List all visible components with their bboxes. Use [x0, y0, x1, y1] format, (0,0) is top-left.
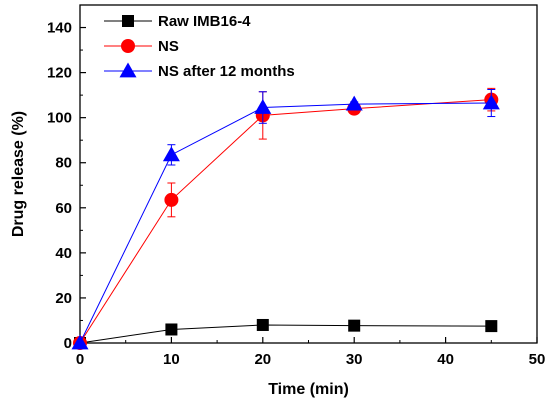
data-point	[164, 192, 179, 207]
data-point	[256, 318, 269, 331]
x-tick-label: 50	[529, 351, 546, 368]
series-2	[71, 89, 500, 350]
x-tick-label: 40	[437, 351, 454, 368]
y-axis-ticks: 0 20 40 60 80 100 120 140	[47, 20, 86, 352]
data-point	[162, 146, 180, 162]
y-tick-label: 120	[47, 65, 72, 82]
legend: Raw IMB16-4 NS NS after 12 months	[104, 13, 295, 80]
plot-border	[79, 4, 538, 344]
legend-label: NS	[158, 38, 179, 55]
y-tick-label: 80	[55, 155, 72, 172]
data-point	[485, 320, 498, 333]
y-tick-label: 100	[47, 110, 72, 127]
x-axis-ticks: 0 10 20 30 40 50	[76, 337, 546, 368]
series-line	[79, 324, 492, 344]
y-tick-label: 40	[55, 245, 72, 262]
data-point	[71, 334, 89, 350]
y-tick-label: 0	[64, 335, 72, 352]
data-point	[482, 94, 500, 110]
series-1	[73, 87, 499, 350]
data-point	[345, 95, 363, 111]
legend-label: Raw IMB16-4	[158, 13, 251, 30]
legend-marker	[121, 39, 135, 53]
y-axis-title: Drug release (%)	[10, 111, 27, 237]
y-tick-label: 60	[55, 200, 72, 217]
legend-marker	[122, 15, 134, 27]
plot-frame	[79, 4, 538, 344]
series-line	[79, 99, 492, 344]
x-tick-label: 0	[76, 351, 84, 368]
series-0	[74, 318, 498, 349]
data-point	[165, 323, 178, 336]
legend-marker	[119, 62, 137, 78]
series-line	[79, 102, 492, 344]
x-tick-label: 10	[163, 351, 180, 368]
x-tick-label: 30	[346, 351, 363, 368]
data-point	[254, 99, 272, 114]
x-tick-label: 20	[254, 351, 271, 368]
y-tick-label: 140	[47, 20, 72, 37]
legend-label: NS after 12 months	[158, 63, 295, 80]
x-axis-title: Time (min)	[268, 381, 349, 398]
data-point	[348, 319, 361, 332]
y-tick-label: 20	[55, 290, 72, 307]
series-layer	[71, 87, 500, 350]
